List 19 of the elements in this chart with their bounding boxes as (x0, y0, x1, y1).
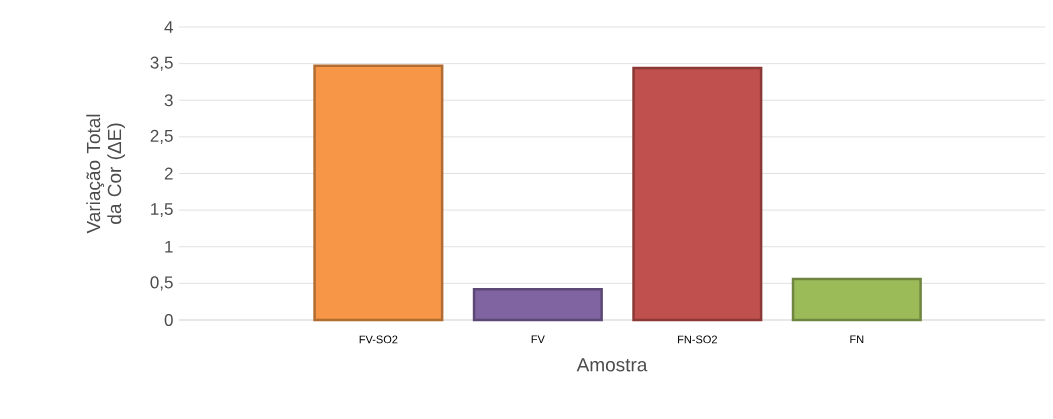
x-tick-label: FN-SO2 (678, 335, 717, 344)
x-axis-title: Amostra (576, 358, 648, 372)
x-tick-label: FN (850, 335, 864, 344)
y-tick-label: 3,5 (150, 56, 173, 71)
y-tick-label: 0 (164, 313, 173, 327)
bar (632, 66, 763, 322)
y-tick-label: 1,5 (151, 203, 173, 218)
y-axis-title: Variação Total da Cor (ΔE) (86, 114, 125, 234)
bar (791, 277, 922, 322)
y-tick-label: 3 (164, 94, 173, 107)
y-tick-label: 1 (165, 240, 173, 253)
bar (472, 287, 603, 322)
y-tick-label: 0,5 (150, 276, 173, 291)
y-tick-label: 2,5 (150, 129, 173, 144)
x-tick-label: FV (531, 335, 545, 344)
y-tick-label: 2 (164, 167, 173, 180)
x-tick-label: FV-SO2 (359, 335, 398, 344)
bar (313, 64, 444, 322)
y-tick-label: 4 (164, 21, 173, 33)
